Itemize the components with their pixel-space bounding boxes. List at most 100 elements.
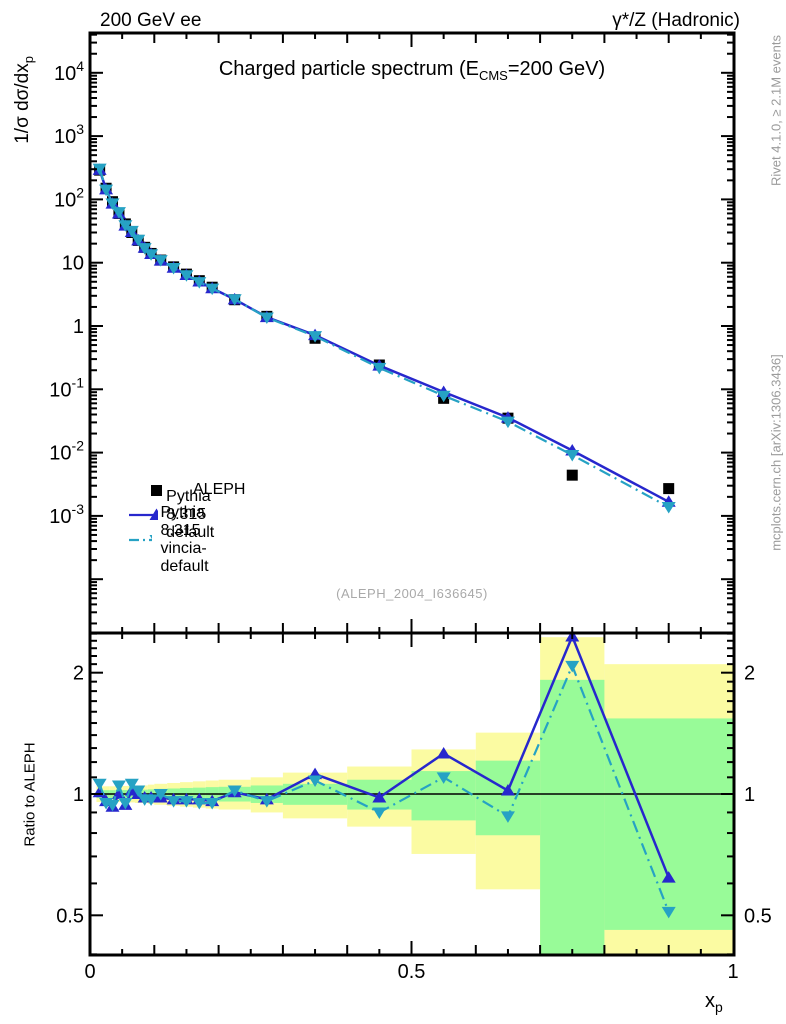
main-point-pythia-vincia xyxy=(661,502,676,514)
ratio-point-pythia-vincia xyxy=(144,794,159,806)
ratio-point-pythia-vincia xyxy=(92,778,107,791)
aleph-point xyxy=(663,483,675,495)
main-point-pythia-vincia xyxy=(179,270,194,282)
x-axis-title-text: x xyxy=(705,990,715,1012)
x-tick-label: 0.5 xyxy=(398,961,426,983)
ratio-point-pythia-vincia xyxy=(205,797,220,810)
main-series xyxy=(92,163,676,514)
main-point-pythia-vincia xyxy=(500,416,515,429)
y-axis-title: 1/σ dσ/dxp xyxy=(12,0,36,210)
plot-title-suffix: =200 GeV) xyxy=(507,58,606,80)
main-point-pythia-vincia xyxy=(259,312,274,325)
ratio-point-pythia-vincia xyxy=(259,796,274,808)
main-point-pythia-vincia xyxy=(192,277,207,289)
mcplots-reference-note: mcplots.cern.ch [arXiv:1306.3436] xyxy=(768,354,784,551)
plot-title-prefix: Charged particle spectrum (E xyxy=(218,58,479,80)
main-point-pythia-vincia xyxy=(137,243,152,255)
main-line-pythia-default xyxy=(98,169,670,503)
x-axis-title: xp xyxy=(705,990,723,1015)
header-beam-energy: 200 GeV ee xyxy=(100,10,202,31)
main-point-pythia-vincia xyxy=(372,362,387,375)
legend-swatch-triangle-up-icon xyxy=(129,508,159,520)
ratio-series xyxy=(92,629,676,919)
ratio-point-pythia-vincia xyxy=(105,799,120,812)
ratio-point-pythia-default xyxy=(436,747,451,759)
legend-item: ALEPH xyxy=(128,478,245,502)
ratio-point-pythia-vincia xyxy=(153,789,168,801)
main-point-pythia-vincia xyxy=(166,262,181,275)
y-main-tick-label: 103 xyxy=(54,121,84,148)
main-point-pythia-vincia xyxy=(131,234,146,247)
y-main-tick-label: 10-2 xyxy=(49,438,84,465)
ratio-point-pythia-vincia xyxy=(661,906,676,919)
y-main-tick-label: 10 xyxy=(62,253,84,275)
x-tick-label: 0 xyxy=(84,961,95,983)
ratio-point-pythia-vincia xyxy=(124,778,139,791)
rivet-version-note: Rivet 4.1.0, ≥ 2.1M events xyxy=(768,35,784,186)
aleph-point xyxy=(566,469,578,481)
main-point-pythia-vincia xyxy=(436,390,451,403)
main-point-pythia-vincia xyxy=(227,294,242,306)
main-point-pythia-vincia xyxy=(92,163,107,176)
plot-title: Charged particle spectrum (ECMS=200 GeV) xyxy=(90,58,734,83)
ratio-point-pythia-default xyxy=(372,791,387,803)
x-axis-title-sub: p xyxy=(715,999,723,1015)
main-point-pythia-vincia xyxy=(308,331,323,343)
main-line-pythia-vincia xyxy=(98,168,670,509)
legend-swatch-triangle-down-icon xyxy=(129,535,153,542)
y-main-tick-label: 10-1 xyxy=(49,374,84,401)
ratio-point-pythia-vincia xyxy=(500,811,515,823)
y-main-tick-label: 1 xyxy=(73,316,84,338)
legend-item: Pythia 8.315 default xyxy=(128,488,241,541)
main-point-pythia-vincia xyxy=(153,255,168,267)
ratio-axis-title: Ratio to ALEPH xyxy=(21,742,39,847)
y-axis-title-text: 1/σ dσ/dx xyxy=(12,63,34,144)
x-tick-label: 1 xyxy=(727,961,738,983)
ratio-tick-label-left: 0.5 xyxy=(56,905,84,927)
ratio-point-pythia-vincia xyxy=(131,785,146,798)
header-process: γ*/Z (Hadronic) xyxy=(612,10,740,31)
error-band-green xyxy=(604,718,733,930)
error-band-green xyxy=(540,679,605,955)
triangle-up-marker-icon xyxy=(149,508,159,520)
y-main-tick-label: 10-3 xyxy=(49,501,84,528)
legend-label: Pythia 8.315 default xyxy=(166,488,215,541)
ratio-point-pythia-vincia xyxy=(227,785,242,798)
triangle-down-marker-icon xyxy=(149,535,153,540)
ratio-tick-label-left: 1 xyxy=(73,784,84,806)
y-main-tick-label: 102 xyxy=(54,184,84,211)
ratio-point-pythia-default xyxy=(500,784,515,796)
ratio-point-pythia-vincia xyxy=(308,775,323,788)
ratio-tick-label-right: 0.5 xyxy=(744,905,772,927)
ratio-point-pythia-vincia xyxy=(192,797,207,810)
main-point-pythia-vincia xyxy=(144,249,159,261)
y-axis-title-sub: p xyxy=(20,56,36,64)
main-point-pythia-vincia xyxy=(99,184,114,197)
ratio-tick-label-right: 2 xyxy=(744,663,755,685)
main-point-pythia-vincia xyxy=(111,207,126,219)
legend-label: Pythia 8.315 vincia-default xyxy=(160,504,209,575)
y-main-tick-label: 104 xyxy=(54,58,84,85)
ratio-point-pythia-vincia xyxy=(436,772,451,784)
plot-title-sub: CMS xyxy=(478,68,508,83)
ratio-line-pythia-vincia xyxy=(98,662,670,913)
main-point-pythia-vincia xyxy=(124,225,139,238)
analysis-watermark: (ALEPH_2004_I636645) xyxy=(336,586,488,601)
square-marker-icon xyxy=(151,485,162,496)
axis-ticks xyxy=(90,33,734,956)
main-point-pythia-vincia xyxy=(105,198,120,210)
ratio-point-pythia-vincia xyxy=(111,780,126,792)
main-point-pythia-vincia xyxy=(565,450,580,462)
ratio-point-pythia-vincia xyxy=(372,807,387,819)
main-point-pythia-vincia xyxy=(205,283,220,296)
ratio-point-pythia-default xyxy=(661,871,676,883)
error-band-green xyxy=(475,760,541,836)
ratio-tick-label-right: 1 xyxy=(744,784,755,806)
legend-swatch-square-icon xyxy=(151,485,162,496)
legend-label: ALEPH xyxy=(193,481,246,498)
ratio-point-pythia-vincia xyxy=(118,797,133,810)
legend-item: Pythia 8.315 vincia-default xyxy=(128,504,241,575)
